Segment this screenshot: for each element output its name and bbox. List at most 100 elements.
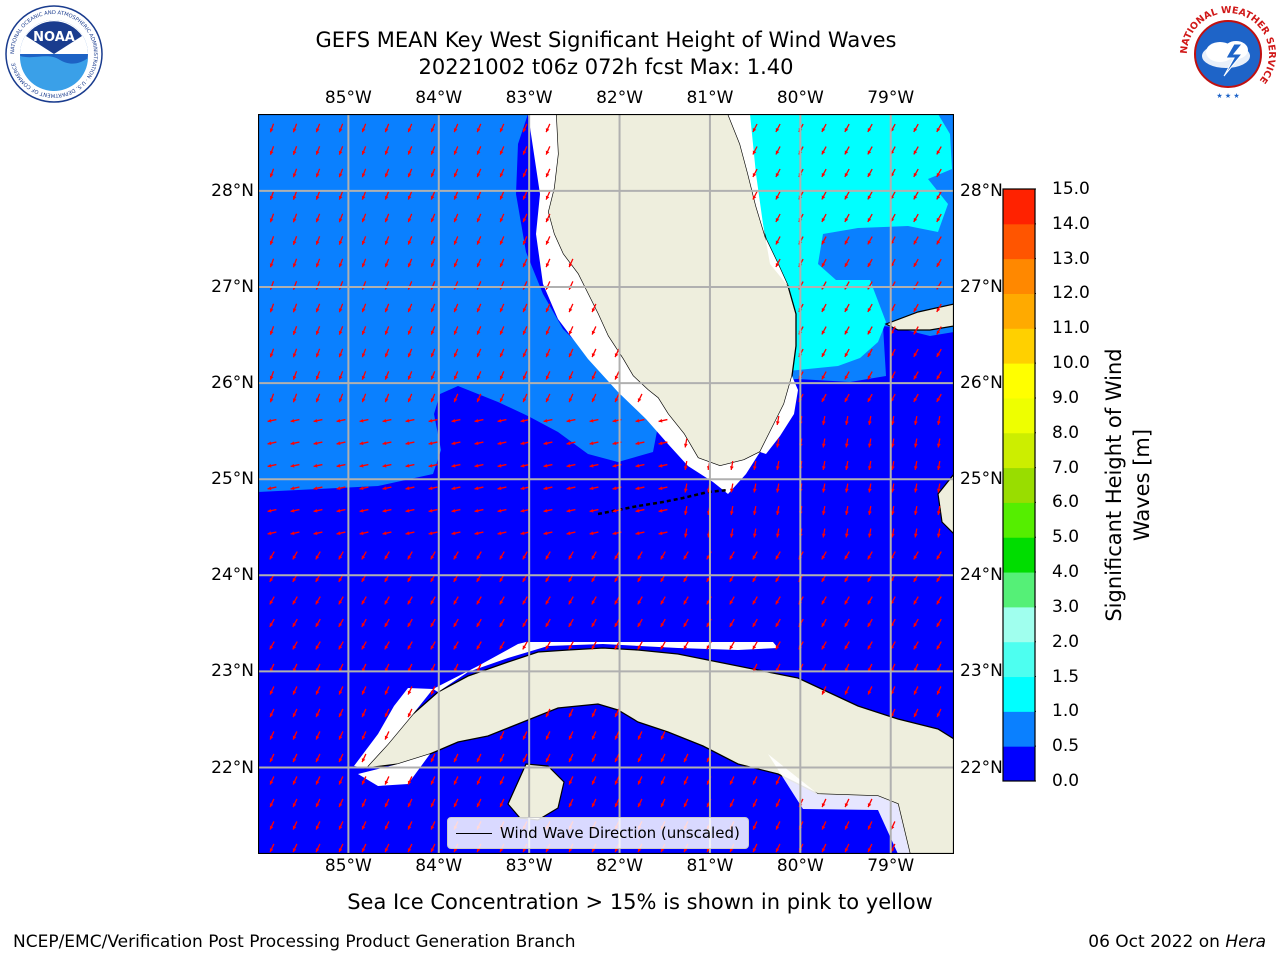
wave-direction-arrowhead [683,488,688,493]
wave-direction-arrowhead [566,441,571,446]
wave-direction-arrowhead [451,486,456,491]
wave-direction-arrowhead [453,555,458,560]
legend-line-swatch [456,832,492,834]
wave-direction-arrowhead [292,645,297,650]
wave-direction-arrowhead [775,466,780,470]
wave-direction-arrowhead [499,150,504,155]
wave-direction-arrowhead [292,577,297,582]
wave-direction-arrowhead [660,577,665,582]
wave-direction-arrowhead [361,240,366,245]
colorbar-tick-label: 10.0 [1052,353,1090,374]
wave-direction-arrowhead [499,173,504,178]
wave-direction-arrowhead [936,690,941,695]
wave-direction-arrowhead [821,803,826,808]
wave-direction-arrowhead [936,352,941,357]
wave-direction-arrowhead [407,398,412,403]
wave-direction-arrowhead [867,375,872,380]
wave-direction-arrowhead [637,803,642,808]
wave-direction-arrowhead [338,195,343,200]
wave-direction-arrowhead [752,825,757,830]
wave-direction-arrowhead [683,600,688,605]
wave-direction-arrowhead [499,398,504,403]
wave-direction-arrowhead [407,848,412,853]
wave-direction-arrowhead [453,173,458,178]
wave-direction-arrowhead [936,150,941,155]
wave-direction-arrowhead [522,645,527,650]
wave-direction-arrowhead [844,307,849,312]
wave-direction-arrowhead [290,531,295,536]
wave-direction-arrowhead [361,128,366,133]
wave-direction-arrowhead [430,375,435,380]
wave-direction-arrowhead [292,622,297,627]
wave-direction-arrowhead [269,150,274,155]
wave-direction-arrowhead [384,330,389,335]
wave-direction-arrowhead [936,217,941,222]
wave-direction-arrowhead [637,600,642,605]
wave-direction-arrowhead [752,466,757,470]
wave-direction-arrowhead [566,463,571,468]
wave-direction-arrowhead [844,352,849,357]
wave-direction-arrowhead [545,600,550,605]
wave-direction-arrowhead [407,600,412,605]
wave-direction-arrowhead [658,531,663,536]
wave-direction-arrowhead [407,780,412,785]
wave-direction-arrowhead [382,531,387,536]
wave-direction-arrowhead [428,486,433,491]
wave-direction-arrowhead [867,555,872,560]
wave-direction-arrowhead [821,555,826,560]
wave-direction-arrowhead [499,848,504,853]
wave-direction-arrowhead [499,645,504,650]
wave-direction-arrowhead [359,508,364,513]
wave-direction-arrowhead [936,421,941,425]
footer-branch: NCEP/EMC/Verification Post Processing Pr… [13,932,576,952]
wave-direction-arrowhead [338,577,343,582]
wave-direction-arrowhead [338,308,343,313]
colorbar [1002,188,1036,782]
wave-direction-arrowhead [936,262,941,267]
wave-direction-arrowhead [821,330,826,335]
wave-direction-arrowhead [476,308,481,313]
wave-direction-arrowhead [430,690,435,695]
wave-direction-arrowhead [407,690,412,695]
wave-direction-arrowhead [405,508,410,513]
wave-direction-arrowhead [683,466,688,470]
map-frame [258,114,954,854]
wave-direction-arrowhead [430,825,435,830]
lon-tick-label: 85°W [324,856,372,876]
land-cuba [364,647,954,854]
colorbar-segment [1003,363,1035,399]
wave-direction-arrowhead [497,486,502,491]
wave-direction-arrowhead [522,128,527,133]
wave-direction-arrowhead [476,263,481,268]
wave-direction-arrowhead [543,531,548,536]
wave-direction-arrowhead [338,825,343,830]
wave-direction-arrowhead [913,511,918,515]
wave-band-0.5-1.0 [258,114,658,492]
wave-direction-arrowhead [338,645,343,650]
wave-direction-arrowhead [476,353,481,358]
wave-direction-arrowhead [522,240,527,245]
wave-direction-arrowhead [269,713,274,718]
wave-direction-arrowhead [430,308,435,313]
colorbar-segment [1003,572,1035,608]
wave-direction-arrowhead [545,353,550,358]
colorbar-segment [1003,606,1035,643]
wave-direction-arrowhead [635,486,640,491]
wave-direction-arrowhead [867,600,872,605]
wave-direction-arrowhead [338,173,343,178]
wave-direction-arrowhead [453,308,458,313]
wave-direction-arrowhead [913,375,918,380]
wave-direction-arrowhead [430,173,435,178]
wave-direction-arrowhead [522,622,527,627]
wave-direction-arrowhead [428,441,433,446]
wave-direction-arrowhead [338,398,343,403]
wave-direction-arrowhead [453,645,458,650]
colorbar-segment [1003,467,1035,503]
wave-direction-arrowhead [453,375,458,380]
wave-direction-arrowhead [453,848,458,853]
wave-direction-arrowhead [336,531,341,536]
wave-direction-arrowhead [844,488,849,493]
wave-direction-arrowhead [384,240,389,245]
wave-direction-arrowhead [867,533,872,538]
wave-direction-arrowhead [614,758,619,763]
